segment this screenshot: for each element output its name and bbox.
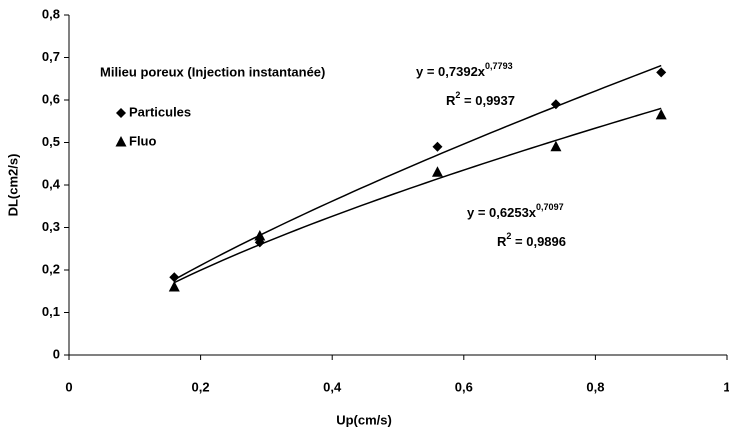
trend-r-squared: R2 = 0,9937 — [446, 90, 515, 108]
y-tick-label: 0,8 — [42, 6, 60, 21]
data-point — [656, 67, 667, 78]
data-point — [169, 272, 180, 283]
y-tick-label: 0,6 — [42, 91, 60, 106]
trend-equation: y = 0,7392x0,7793 — [416, 61, 513, 79]
y-axis-title: DL(cm2/s) — [5, 154, 20, 217]
legend-label: Particules — [129, 104, 191, 119]
equation-exponent: 0,7793 — [485, 61, 513, 71]
data-point — [550, 140, 562, 152]
legend-marker — [116, 108, 126, 118]
data-point — [254, 230, 266, 241]
data-point — [432, 141, 443, 152]
legend-label: Fluo — [129, 133, 156, 148]
y-tick-label: 0,7 — [42, 49, 60, 64]
x-tick-label: 0,6 — [455, 379, 473, 394]
equation-exponent: 0,7097 — [536, 202, 564, 212]
x-tick-label: 1 — [723, 379, 729, 394]
trend-r-squared: R2 = 0,9896 — [497, 231, 566, 249]
y-tick-label: 0,5 — [42, 134, 60, 149]
data-point — [550, 99, 561, 110]
trendline — [173, 107, 662, 284]
y-tick-label: 0 — [53, 346, 60, 361]
r-text: R — [497, 234, 507, 249]
r-text: R — [446, 93, 456, 108]
trend-equation: y = 0,6253x0,7097 — [467, 202, 564, 220]
equation-text: y = 0,7392x — [416, 64, 486, 79]
r-value: = 0,9937 — [460, 93, 515, 108]
r-power: 2 — [455, 90, 460, 100]
y-tick-label: 0,1 — [42, 304, 60, 319]
r-value: = 0,9896 — [511, 234, 566, 249]
equation-text: y = 0,6253x — [467, 205, 537, 220]
x-tick-label: 0,2 — [192, 379, 210, 394]
x-tick-label: 0,8 — [586, 379, 604, 394]
trendline — [173, 64, 662, 281]
legend-marker — [115, 136, 127, 147]
x-tick-label: 0,4 — [323, 379, 342, 394]
data-point — [168, 281, 180, 292]
data-point — [431, 166, 443, 177]
data-point — [655, 108, 667, 120]
y-tick-label: 0,3 — [42, 219, 60, 234]
y-tick-label: 0,4 — [42, 176, 61, 191]
x-axis-title: Up(cm/s) — [336, 412, 392, 427]
x-tick-label: 0 — [65, 379, 72, 394]
r-power: 2 — [506, 231, 511, 241]
annotation: Milieu poreux (Injection instantanée) — [100, 64, 325, 79]
y-tick-label: 0,2 — [42, 261, 60, 276]
